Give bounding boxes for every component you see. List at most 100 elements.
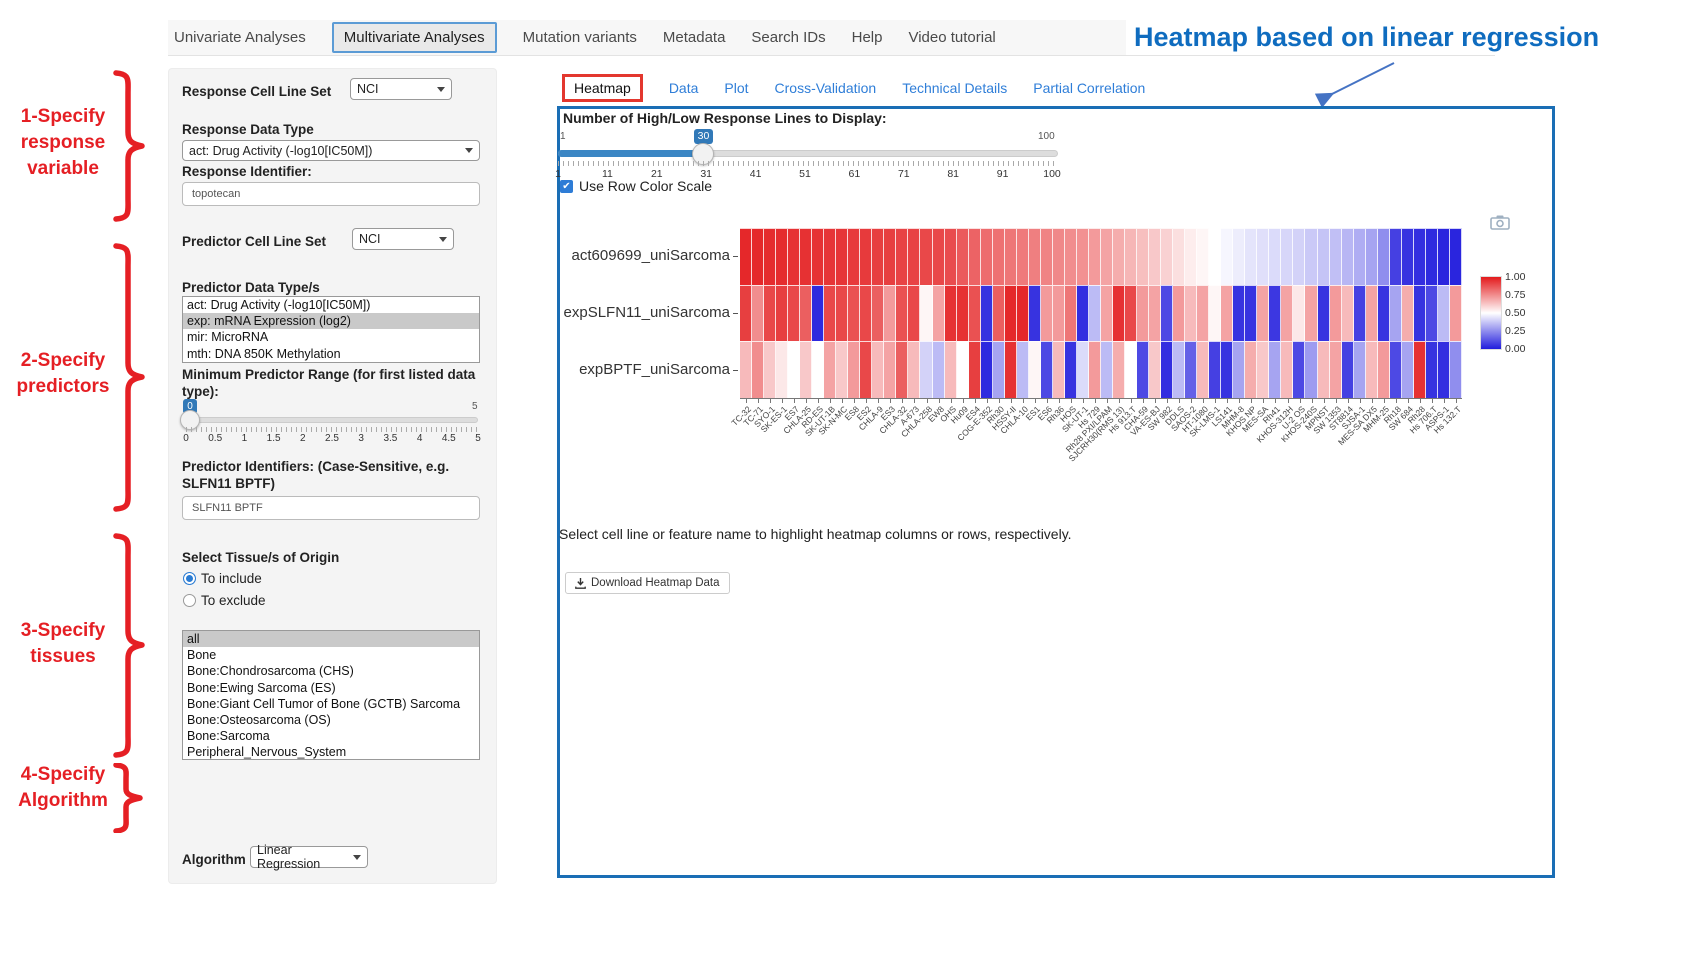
heatmap-col-tick <box>770 398 772 403</box>
row-color-scale-checkbox[interactable] <box>560 180 573 193</box>
annotation-step-3: 3-Specify tissues <box>20 620 106 667</box>
heatmap-cell <box>908 284 921 343</box>
heatmap-row-label-expbptf-unisarcoma[interactable]: expBPTF_uniSarcoma <box>579 360 730 378</box>
tick-label-51: 51 <box>799 168 811 180</box>
tab-heatmap[interactable]: Heatmap <box>562 74 643 102</box>
heatmap-cell <box>1016 284 1029 343</box>
tissue-option-bone-chondrosarcoma-chs[interactable]: Bone:Chondrosarcoma (CHS) <box>187 664 354 679</box>
tissue-option-bone[interactable]: Bone <box>187 648 217 663</box>
predictor-type-option-mir-microrna[interactable]: mir: MicroRNA <box>187 330 269 345</box>
heatmap-col-tick <box>1383 398 1385 403</box>
response-lines-max-label: 100 <box>1038 131 1055 142</box>
heatmap-cell <box>1028 341 1041 399</box>
predictor-data-types-listbox[interactable]: act: Drug Activity (-log10[IC50M]) exp: m… <box>182 296 480 363</box>
tissue-option-bone-sarcoma[interactable]: Bone:Sarcoma <box>187 729 270 744</box>
heatmap-col-tick <box>1022 398 1024 403</box>
heatmap-cell <box>1052 228 1065 286</box>
heatmap-cell <box>1449 228 1462 286</box>
heatmap-cell <box>1245 228 1258 286</box>
heatmap-cell <box>1341 341 1354 399</box>
tab-plot[interactable]: Plot <box>724 80 749 96</box>
nav-item-mutation-variants[interactable]: Mutation variants <box>522 29 637 46</box>
heatmap-col-tick <box>1347 398 1349 403</box>
heatmap-cell <box>1076 341 1089 399</box>
heatmap-cell <box>1161 341 1174 399</box>
camera-icon[interactable] <box>1490 214 1510 230</box>
heatmap-row-act609699-unisarcoma <box>740 228 1462 286</box>
heatmap-col-tick <box>914 398 916 403</box>
chevron-down-icon <box>437 86 445 92</box>
heatmap-cell <box>1389 284 1402 343</box>
heatmap-col-tick <box>938 398 940 403</box>
tick-label-11: 11 <box>601 168 613 180</box>
heatmap-col-tick <box>1251 398 1253 403</box>
nav-item-multivariate-analyses[interactable]: Multivariate Analyses <box>331 22 497 53</box>
heatmap-cell <box>896 284 909 343</box>
tissue-option-all[interactable]: all <box>183 631 479 648</box>
tick-label-3-5: 3.5 <box>383 433 398 444</box>
download-heatmap-data-button[interactable]: Download Heatmap Data <box>565 572 730 594</box>
algorithm-select[interactable]: Linear Regression <box>250 843 368 871</box>
tab-data[interactable]: Data <box>668 80 699 96</box>
heatmap-cell <box>1221 228 1234 286</box>
heatmap-row-label-act609699-unisarcoma[interactable]: act609699_uniSarcoma <box>571 247 730 265</box>
tissue-exclude-label[interactable]: To exclude <box>201 593 266 608</box>
nav-item-metadata[interactable]: Metadata <box>662 29 726 46</box>
heatmap-cell <box>1305 284 1318 343</box>
heatmap-col-tick <box>890 398 892 403</box>
heatmap-row-label-expslfn11-unisarcoma[interactable]: expSLFN11_uniSarcoma <box>563 303 730 321</box>
tab-partial-correlation[interactable]: Partial Correlation <box>1033 80 1146 96</box>
download-icon <box>575 577 586 589</box>
tissue-option-bone-giant-cell-tumor-of-bone-gctb-sarcoma[interactable]: Bone:Giant Cell Tumor of Bone (GCTB) Sar… <box>187 696 461 711</box>
heatmap-cell <box>1377 284 1390 343</box>
nav-item-help[interactable]: Help <box>851 29 883 46</box>
tick-label-4-5: 4.5 <box>441 433 456 444</box>
response-cell-line-set-select[interactable]: NCI <box>350 78 452 100</box>
nav-item-univariate-analyses[interactable]: Univariate Analyses <box>174 29 306 46</box>
predictor-cell-line-set-label: Predictor Cell Line Set <box>182 234 327 249</box>
heatmap-cell <box>1209 228 1222 286</box>
heatmap-cell <box>1245 284 1258 343</box>
tab-cross-validation[interactable]: Cross-Validation <box>774 80 877 96</box>
nav-item-video-tutorial[interactable]: Video tutorial <box>908 29 996 46</box>
heatmap-cell <box>812 341 825 399</box>
tissue-option-peripheral-nervous-system[interactable]: Peripheral_Nervous_System <box>187 745 347 760</box>
predictor-type-option-mth-dna-850k-methylation[interactable]: mth: DNA 850K Methylation <box>187 346 341 361</box>
heatmap-col-tick <box>1455 398 1457 403</box>
heatmap-cell <box>752 228 765 286</box>
tissue-exclude-radio[interactable] <box>183 594 196 607</box>
heatmap-panel <box>557 106 1555 878</box>
min-predictor-range-slider-track[interactable] <box>186 417 478 423</box>
heatmap-cell <box>872 228 885 286</box>
tissue-option-bone-osteosarcoma-os[interactable]: Bone:Osteosarcoma (OS) <box>187 712 331 727</box>
predictor-data-types-label: Predictor Data Type/s <box>182 280 320 295</box>
heatmap-cell <box>1040 341 1053 399</box>
predictor-cell-line-set-select[interactable]: NCI <box>352 228 454 250</box>
heatmap-col-tick <box>1371 398 1373 403</box>
predictor-type-option-exp-mrna-expression-log2[interactable]: exp: mRNA Expression (log2) <box>183 313 479 330</box>
tab-technical-details[interactable]: Technical Details <box>902 80 1008 96</box>
predictor-identifiers-input[interactable]: SLFN11 BPTF <box>182 496 480 520</box>
tissue-include-radio[interactable] <box>183 572 196 585</box>
response-identifier-input[interactable]: topotecan <box>182 182 480 206</box>
response-data-type-select[interactable]: act: Drug Activity (-log10[IC50M]) <box>182 140 480 161</box>
response-lines-slider-fill <box>558 150 704 157</box>
heatmap-cell <box>1281 228 1294 286</box>
heatmap-cell <box>764 228 777 286</box>
tissue-include-label[interactable]: To include <box>201 571 262 586</box>
heatmap-row-tick <box>733 256 738 258</box>
tissue-listbox[interactable]: all Bone Bone:Chondrosarcoma (CHS) Bone:Ewi… <box>182 630 480 760</box>
heatmap-col-tick <box>998 398 1000 403</box>
heatmap-cell <box>1100 341 1113 399</box>
min-predictor-range-max-label: 5 <box>472 401 478 412</box>
heatmap-col-tick <box>1431 398 1433 403</box>
tissue-option-bone-ewing-sarcoma-es[interactable]: Bone:Ewing Sarcoma (ES) <box>187 680 336 695</box>
heatmap-cell <box>860 228 873 286</box>
heatmap-cell <box>1329 284 1342 343</box>
nav-item-search-ids[interactable]: Search IDs <box>751 29 826 46</box>
heatmap-cell <box>1173 228 1186 286</box>
heatmap-cell <box>1329 228 1342 286</box>
predictor-type-option-act-drug-activity-log10-ic50m[interactable]: act: Drug Activity (-log10[IC50M]) <box>187 298 371 312</box>
heatmap-cell <box>1233 228 1246 286</box>
heatmap-cell <box>920 284 933 343</box>
